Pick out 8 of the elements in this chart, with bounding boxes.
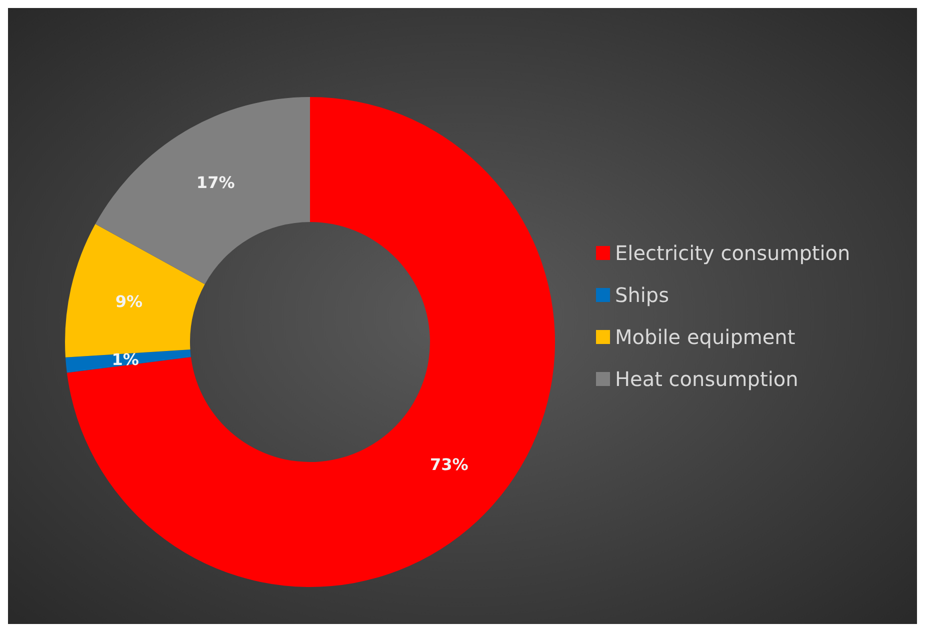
- legend-label: Ships: [615, 283, 670, 307]
- legend-label: Heat consumption: [615, 367, 798, 391]
- data-label: 1%: [112, 350, 139, 369]
- data-label: 17%: [196, 172, 235, 192]
- legend-label: Mobile equipment: [615, 325, 796, 349]
- data-label: 73%: [430, 455, 468, 474]
- data-label: 9%: [115, 292, 143, 312]
- legend-label: Electricity consumption: [615, 241, 850, 265]
